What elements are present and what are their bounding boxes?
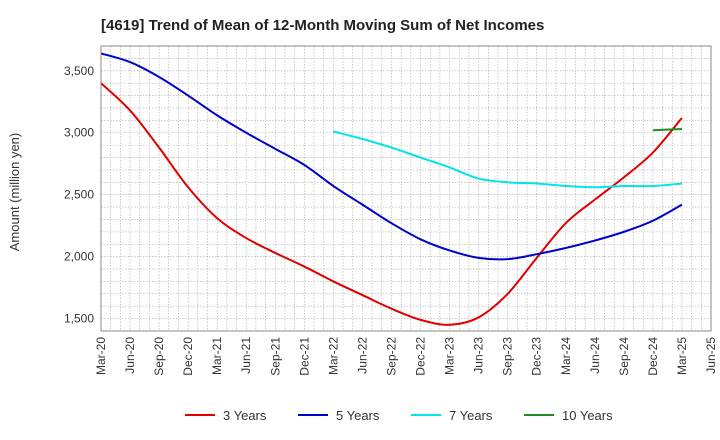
legend-item-7-years: 7 Years bbox=[411, 408, 493, 423]
x-tick-label: Sep-22 bbox=[384, 337, 398, 376]
x-tick-label: Jun-20 bbox=[123, 337, 137, 374]
x-tick-label: Mar-22 bbox=[326, 337, 340, 375]
x-tick-label: Mar-23 bbox=[443, 337, 457, 375]
x-tick-label: Sep-20 bbox=[152, 337, 166, 376]
grid bbox=[100, 46, 712, 331]
y-tick-labels: 1,500 2,000 2,500 3,000 3,500 bbox=[64, 64, 94, 326]
series-line-3-years bbox=[100, 82, 683, 326]
y-tick-label: 3,500 bbox=[64, 64, 94, 78]
x-tick-label: Mar-25 bbox=[675, 337, 689, 375]
y-tick-label: 3,000 bbox=[64, 126, 94, 140]
legend: 3 Years 5 Years 7 Years 10 Years bbox=[185, 408, 613, 423]
x-tick-label: Sep-23 bbox=[501, 337, 515, 376]
legend-label: 3 Years bbox=[223, 408, 267, 423]
x-tick-label: Dec-20 bbox=[181, 337, 195, 376]
legend-item-5-years: 5 Years bbox=[298, 408, 380, 423]
series-line-5-years bbox=[100, 52, 683, 261]
legend-item-3-years: 3 Years bbox=[185, 408, 267, 423]
y-tick-label: 2,500 bbox=[64, 188, 94, 202]
x-tick-label: Jun-23 bbox=[472, 337, 486, 374]
y-tick-label: 2,000 bbox=[64, 250, 94, 264]
x-tick-label: Jun-21 bbox=[239, 337, 253, 374]
legend-label: 10 Years bbox=[562, 408, 613, 423]
legend-item-10-years: 10 Years bbox=[524, 408, 613, 423]
y-tick-label: 1,500 bbox=[64, 312, 94, 326]
legend-label: 5 Years bbox=[336, 408, 380, 423]
x-tick-label: Jun-25 bbox=[704, 337, 718, 374]
series-lines bbox=[100, 52, 683, 326]
x-tick-label: Dec-22 bbox=[414, 337, 428, 376]
x-tick-labels: Mar-20 Jun-20 Sep-20 Dec-20 Mar-21 Jun-21 Sep-… bbox=[94, 337, 718, 376]
x-tick-label: Dec-23 bbox=[530, 337, 544, 376]
x-tick-label: Mar-24 bbox=[559, 337, 573, 375]
series-line-10-years bbox=[652, 128, 682, 132]
x-tick-label: Jun-24 bbox=[588, 337, 602, 374]
x-tick-label: Jun-22 bbox=[355, 337, 369, 374]
x-tick-label: Dec-24 bbox=[646, 337, 660, 376]
chart-title: [4619] Trend of Mean of 12-Month Moving … bbox=[101, 17, 544, 34]
x-tick-label: Sep-21 bbox=[268, 337, 282, 376]
x-tick-label: Sep-24 bbox=[617, 337, 631, 376]
x-tick-label: Dec-21 bbox=[297, 337, 311, 376]
legend-label: 7 Years bbox=[449, 408, 493, 423]
x-tick-label: Mar-20 bbox=[94, 337, 108, 375]
y-axis-label: Amount (million yen) bbox=[7, 133, 22, 252]
series-line-7-years bbox=[333, 130, 683, 189]
plot-frame bbox=[100, 45, 712, 332]
x-tick-label: Mar-21 bbox=[210, 337, 224, 375]
